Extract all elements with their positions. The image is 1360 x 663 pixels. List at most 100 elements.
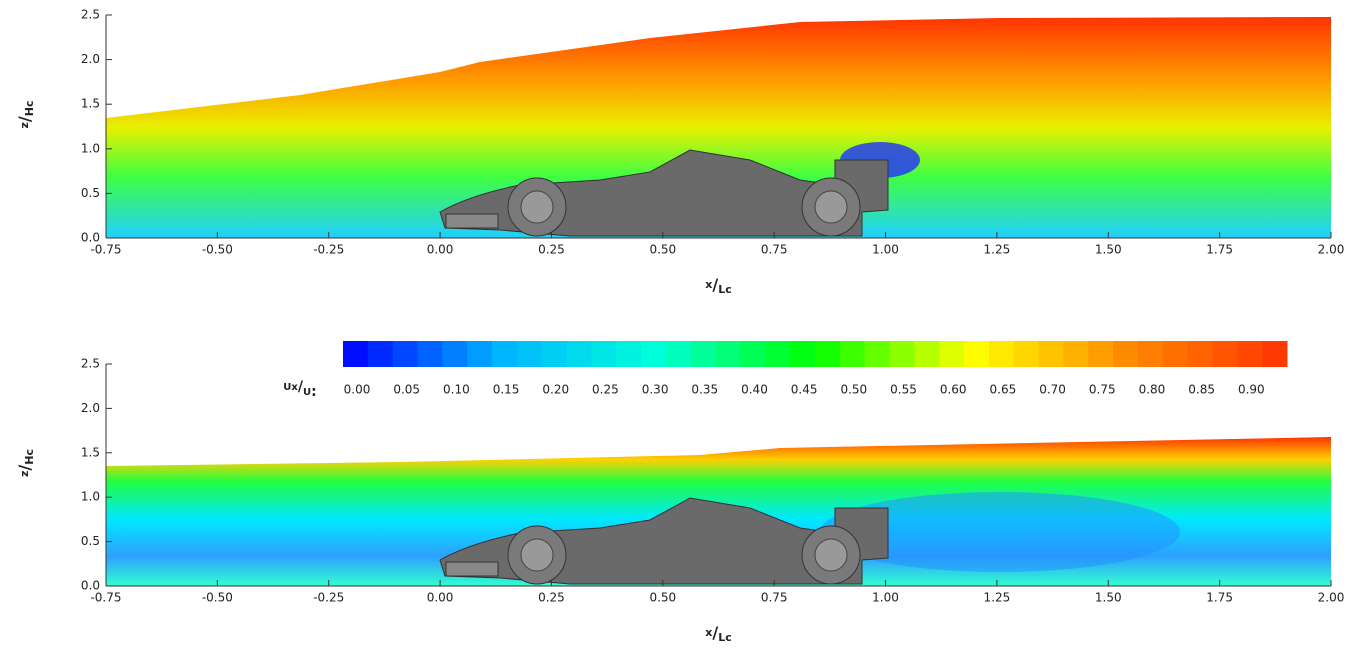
colorbar-cell [343, 341, 369, 367]
x-tick-label: 0.75 [761, 591, 788, 605]
colorbar-cell [417, 341, 443, 367]
x-tick-label: 1.00 [872, 591, 899, 605]
colorbar-label-denominator: U [303, 387, 311, 398]
y-tick-label: 2.0 [81, 52, 100, 66]
y-tick-label: 0.0 [81, 231, 100, 245]
colorbar-cell [616, 341, 642, 367]
y-tick-label: 1.0 [81, 141, 100, 155]
x-tick-label: 0.75 [761, 243, 788, 257]
x-tick-label: -0.75 [90, 591, 121, 605]
x-label-denominator: Lc [718, 631, 732, 644]
colorbar-tick-label: 0.50 [840, 383, 867, 397]
y-tick-label: 2.5 [81, 8, 100, 22]
colorbar-cell [566, 341, 592, 367]
x-label-denominator: Lc [718, 283, 732, 296]
x-tick-label: 0.00 [427, 591, 454, 605]
colorbar-cell [1088, 341, 1114, 367]
x-tick-label: 1.50 [1095, 591, 1122, 605]
x-tick-label: 0.25 [538, 243, 565, 257]
colorbar-cell [815, 341, 841, 367]
colorbar-cell [367, 341, 394, 367]
colorbar-cell [541, 341, 568, 367]
x-tick-label: 2.00 [1318, 591, 1345, 605]
colorbar-cell [790, 341, 816, 367]
colorbar-cell [1187, 341, 1213, 367]
y-tick-label: 1.0 [81, 490, 100, 504]
colorbar-cell [914, 341, 940, 367]
x-tick-label: 1.75 [1206, 243, 1233, 257]
colorbar-label-suffix: : [311, 384, 317, 400]
colorbar-tick-label: 0.40 [741, 383, 768, 397]
colorbar-cell [864, 341, 891, 367]
x-tick-label: 1.25 [984, 243, 1011, 257]
x-tick-label: -0.50 [202, 243, 233, 257]
x-tick-label: -0.25 [313, 591, 344, 605]
x-tick-label: 0.25 [538, 591, 565, 605]
colorbar-cell [1038, 341, 1064, 367]
colorbar-cell [1137, 341, 1164, 367]
colorbar-label: Ux/U: [283, 379, 316, 400]
colorbar-tick-label: 0.85 [1188, 383, 1215, 397]
colorbar-cell [467, 341, 493, 367]
x-tick-label: 1.00 [872, 243, 899, 257]
colorbar-tick-label: 0.75 [1089, 383, 1116, 397]
colorbar-label-separator: / [298, 379, 304, 395]
colorbar-tick-label: 0.10 [443, 383, 470, 397]
y-tick-label: 0.5 [81, 534, 100, 548]
x-tick-label: 0.00 [427, 243, 454, 257]
colorbar-tick-label: 0.80 [1139, 383, 1166, 397]
x-label-numerator: x [705, 626, 712, 639]
colorbar-cell [641, 341, 667, 367]
colorbar-tick-label: 0.65 [990, 383, 1017, 397]
colorbar-tick-label: 0.25 [592, 383, 619, 397]
colorbar-cell [765, 341, 791, 367]
colorbar-cell [715, 341, 741, 367]
colorbar-cell [516, 341, 543, 367]
x-tick-label: 2.00 [1318, 243, 1345, 257]
y-tick-label: 2.5 [81, 357, 100, 371]
colorbar-label-numerator: Ux [283, 382, 298, 393]
colorbar-cell [492, 341, 518, 367]
colorbar-tick-label: 0.05 [393, 383, 420, 397]
x-label-numerator: x [705, 278, 712, 291]
y-tick-label: 1.5 [81, 445, 100, 459]
colorbar-cell [1113, 341, 1139, 367]
colorbar-tick-label: 0.00 [344, 383, 371, 397]
y-tick-label: 0.0 [81, 579, 100, 593]
x-axis-label: x/Lc [705, 275, 731, 297]
y-label-numerator: z [18, 471, 31, 477]
colorbar-cell [1162, 341, 1189, 367]
colorbar-cell [839, 341, 866, 367]
colorbar-tick-label: 0.15 [493, 383, 520, 397]
colorbar-cell [939, 341, 965, 367]
colorbar-cell [889, 341, 915, 367]
x-tick-label: 0.50 [649, 591, 676, 605]
x-label-separator: / [712, 275, 718, 294]
colorbar-tick-label: 0.70 [1039, 383, 1066, 397]
colorbar-cell [964, 341, 990, 367]
y-label-separator: / [15, 465, 34, 471]
x-tick-label: -0.50 [202, 591, 233, 605]
colorbar-cell [690, 341, 717, 367]
colorbar-cell [1262, 341, 1288, 367]
y-tick-label: 1.5 [81, 97, 100, 111]
x-label-separator: / [712, 623, 718, 642]
y-tick-label: 2.0 [81, 401, 100, 415]
colorbar-cell [1063, 341, 1089, 367]
colorbar-cell [1212, 341, 1238, 367]
x-tick-label: -0.25 [313, 243, 344, 257]
x-tick-label: -0.75 [90, 243, 121, 257]
colorbar-cell [1237, 341, 1263, 367]
contour-field [106, 17, 1331, 586]
colorbar-cell [988, 341, 1015, 367]
colorbar-tick-label: 0.90 [1238, 383, 1265, 397]
colorbar-cell [442, 341, 468, 367]
x-tick-label: 1.50 [1095, 243, 1122, 257]
x-axis-label: x/Lc [705, 623, 731, 645]
colorbar-tick-label: 0.60 [940, 383, 967, 397]
colorbar-cell [665, 341, 692, 367]
colorbar-tick-label: 0.30 [642, 383, 669, 397]
y-label-denominator: Hc [23, 101, 36, 117]
y-tick-label: 0.5 [81, 186, 100, 200]
x-tick-label: 0.50 [649, 243, 676, 257]
